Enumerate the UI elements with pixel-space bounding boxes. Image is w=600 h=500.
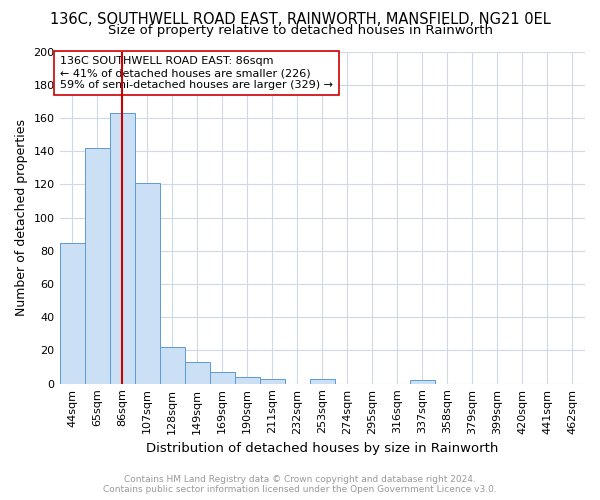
Bar xyxy=(85,148,110,384)
Text: 136C SOUTHWELL ROAD EAST: 86sqm
← 41% of detached houses are smaller (226)
59% o: 136C SOUTHWELL ROAD EAST: 86sqm ← 41% of… xyxy=(60,56,333,90)
Bar xyxy=(209,372,235,384)
Y-axis label: Number of detached properties: Number of detached properties xyxy=(15,119,28,316)
Bar xyxy=(134,182,160,384)
X-axis label: Distribution of detached houses by size in Rainworth: Distribution of detached houses by size … xyxy=(146,442,499,455)
Text: 136C, SOUTHWELL ROAD EAST, RAINWORTH, MANSFIELD, NG21 0EL: 136C, SOUTHWELL ROAD EAST, RAINWORTH, MA… xyxy=(50,12,550,26)
Text: Contains HM Land Registry data © Crown copyright and database right 2024.
Contai: Contains HM Land Registry data © Crown c… xyxy=(103,474,497,494)
Bar xyxy=(410,380,435,384)
Bar xyxy=(185,362,209,384)
Bar xyxy=(110,113,134,384)
Text: Size of property relative to detached houses in Rainworth: Size of property relative to detached ho… xyxy=(107,24,493,37)
Bar xyxy=(160,347,185,384)
Bar xyxy=(59,242,85,384)
Bar xyxy=(235,377,260,384)
Bar xyxy=(310,378,335,384)
Bar xyxy=(260,378,285,384)
